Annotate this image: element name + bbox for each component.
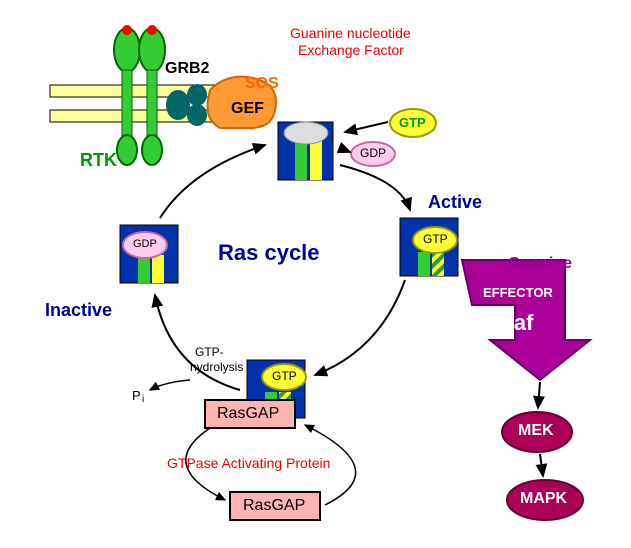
rasgap-label-1: RasGAP (217, 405, 279, 423)
gnef-label-1: Guanine nucleotide (290, 25, 411, 41)
effector-label: EFFECTOR (483, 285, 553, 300)
ras-top (278, 122, 333, 180)
guanine-label: Guanine (508, 255, 572, 273)
cycle-arrows (155, 145, 410, 390)
rasgap-label-2: RasGAP (243, 497, 305, 515)
ras-inactive (120, 225, 178, 283)
pi-arrow (150, 380, 190, 390)
gef-label: GEF (231, 100, 264, 118)
gdp-free-label: GDP (360, 146, 386, 160)
gap-full-label: GTPase Activating Protein (167, 455, 330, 471)
pi-subscript: i (142, 394, 144, 405)
raf-label: Raf (498, 310, 533, 336)
ras-cycle-label: Ras cycle (218, 240, 320, 266)
gtp-active-label: GTP (423, 232, 448, 246)
gtp-hydrolysis-1: GTP- (195, 345, 224, 359)
mek-label: MEK (518, 422, 554, 440)
mek-to-mapk-arrow (540, 454, 543, 476)
ras-active (400, 218, 458, 276)
mapk-label: MAPK (520, 490, 567, 508)
pi-label: P (132, 388, 141, 403)
gdp-inactive-label: GDP (133, 238, 157, 250)
gtp-bottom-label: GTP (272, 369, 297, 383)
sos-label: SOS (245, 75, 279, 93)
gnef-label-2: Exchange Factor (298, 42, 404, 58)
grb2-label: GRB2 (165, 60, 209, 78)
rtk-label: RTK (80, 150, 117, 171)
gtp-hydrolysis-2: hydrolysis (190, 360, 243, 374)
active-label: Active (428, 192, 482, 213)
gtp-free-label: GTP (399, 115, 426, 130)
raf-to-mek-arrow (538, 382, 540, 408)
inactive-label: Inactive (45, 300, 112, 321)
